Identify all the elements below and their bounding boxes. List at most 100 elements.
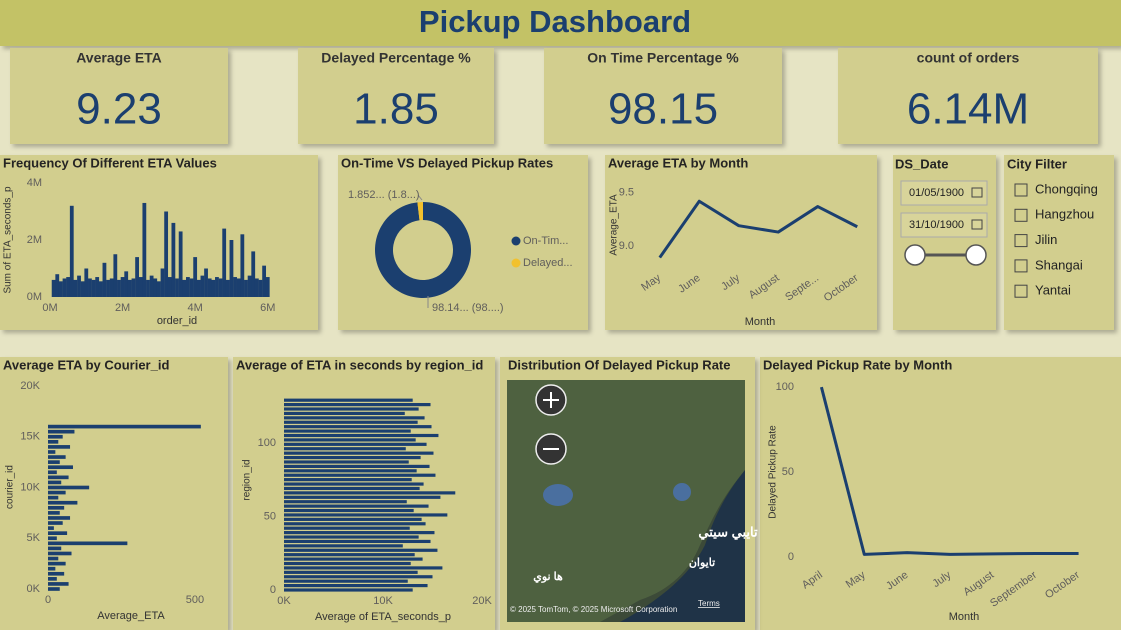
bar xyxy=(48,541,128,546)
bar xyxy=(48,424,201,429)
bar xyxy=(193,257,198,297)
bar xyxy=(284,416,425,420)
y-axis-label: courier_id xyxy=(5,465,16,509)
x-tick-label: 0K xyxy=(277,595,291,607)
chart-title: Average ETA by Courier_id xyxy=(3,357,169,372)
chart-title: Average of ETA in seconds by region_id xyxy=(236,357,483,372)
bar xyxy=(48,551,72,556)
y-tick-label: 0M xyxy=(27,291,42,303)
bar xyxy=(48,429,75,434)
y-tick-label: 10K xyxy=(20,481,40,493)
bar xyxy=(284,491,456,495)
checkbox[interactable] xyxy=(1014,234,1028,248)
bar xyxy=(284,561,411,566)
date-value: 31/10/1900 xyxy=(909,219,964,231)
checkbox[interactable] xyxy=(1014,259,1028,273)
bar xyxy=(284,575,433,579)
y-tick-label: 50 xyxy=(782,466,794,478)
panel xyxy=(10,48,228,144)
bar xyxy=(284,420,418,424)
bar xyxy=(284,588,413,592)
x-axis-label: Average of ETA_seconds_p xyxy=(315,611,451,623)
panel xyxy=(0,357,228,630)
panel xyxy=(544,48,782,144)
bar xyxy=(48,516,71,520)
x-axis-label: order_id xyxy=(157,315,197,327)
bar xyxy=(66,277,71,297)
y-tick-label: 9.0 xyxy=(619,240,634,252)
bar xyxy=(48,450,56,454)
y-axis-label: Sum of ETA_seconds_p xyxy=(3,186,14,294)
map-terms[interactable]: Terms xyxy=(698,599,720,608)
bar xyxy=(48,587,60,591)
bar xyxy=(207,278,212,297)
slicer-title: City Filter xyxy=(1007,156,1067,171)
legend-label: Delayed... xyxy=(523,257,573,269)
bar xyxy=(160,268,165,297)
slider-handle[interactable] xyxy=(904,244,926,266)
bar xyxy=(48,577,57,581)
bar xyxy=(48,582,69,586)
map-place: تايوان xyxy=(689,557,715,569)
legend-marker xyxy=(511,236,521,246)
kpi-label: count of orders xyxy=(917,50,1020,66)
checkbox[interactable] xyxy=(1014,183,1028,197)
x-axis-label: Average_ETA xyxy=(97,610,165,622)
y-axis-label: Average_ETA xyxy=(609,194,620,256)
x-tick-label: 10K xyxy=(373,595,393,607)
checkbox[interactable] xyxy=(1014,284,1028,298)
bar xyxy=(284,433,439,438)
date-input[interactable] xyxy=(900,212,988,238)
bar xyxy=(127,279,132,297)
checkbox-label[interactable]: Chongqing xyxy=(1035,181,1098,196)
bar xyxy=(284,403,431,407)
checkbox-label[interactable]: Hangzhou xyxy=(1035,207,1094,222)
checkbox-label[interactable]: Yantai xyxy=(1035,283,1071,298)
bar xyxy=(218,278,223,297)
bar xyxy=(265,277,270,297)
bar xyxy=(135,257,139,297)
x-tick-label: 2M xyxy=(115,302,130,314)
bar xyxy=(254,278,259,297)
bar xyxy=(149,275,154,297)
bar xyxy=(48,531,68,536)
bar xyxy=(284,442,427,446)
x-tick-label: 0M xyxy=(42,302,57,314)
bar xyxy=(48,485,90,490)
bar xyxy=(175,278,179,297)
kpi-label: Delayed Percentage % xyxy=(321,50,471,66)
bar xyxy=(284,583,428,588)
checkbox[interactable] xyxy=(1014,208,1028,222)
chart-title: Delayed Pickup Rate by Month xyxy=(763,357,952,372)
y-tick-label: 0K xyxy=(27,583,41,595)
y-tick-label: 50 xyxy=(264,510,276,522)
bar xyxy=(48,470,57,475)
line xyxy=(819,386,1079,556)
checkbox-label[interactable]: Jilin xyxy=(1035,232,1057,247)
data-label: 98.14... (98....) xyxy=(432,302,504,314)
bar xyxy=(91,279,96,297)
bar xyxy=(48,465,73,470)
data-label: 1.852... (1.8...) xyxy=(348,189,420,201)
calendar-icon xyxy=(971,187,983,198)
bar xyxy=(73,279,78,297)
bar xyxy=(284,513,448,517)
map-sea xyxy=(620,470,745,622)
x-axis-label: Month xyxy=(745,316,776,328)
legend-label: On-Tim... xyxy=(523,235,568,247)
bar xyxy=(284,429,411,433)
bar xyxy=(240,234,245,297)
bar xyxy=(236,278,241,297)
slider-handle[interactable] xyxy=(965,244,987,266)
zoom-icon xyxy=(543,392,559,408)
panel xyxy=(0,155,318,330)
checkbox-label[interactable]: Shangai xyxy=(1035,257,1083,272)
bar xyxy=(48,455,66,459)
bar xyxy=(229,240,234,297)
bar xyxy=(284,447,406,451)
date-input[interactable] xyxy=(900,180,988,206)
bar xyxy=(113,254,118,297)
bar xyxy=(284,548,438,552)
y-tick-label: 9.5 xyxy=(619,187,634,199)
